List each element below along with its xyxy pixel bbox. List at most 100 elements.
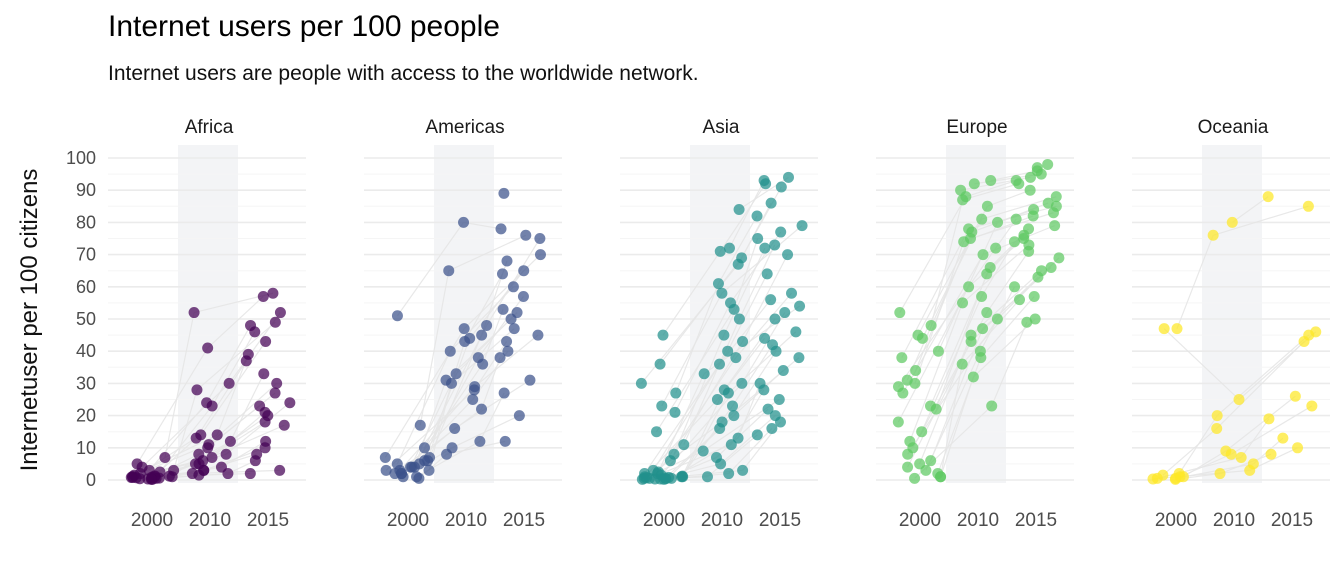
trajectory-line (221, 440, 266, 468)
data-point (762, 403, 774, 415)
data-point (751, 429, 763, 441)
data-point (722, 387, 734, 399)
data-point (1211, 422, 1223, 434)
data-point (1023, 245, 1035, 257)
data-point (967, 371, 979, 383)
trajectory-line (915, 231, 973, 371)
data-point (534, 233, 546, 244)
data-point (769, 239, 781, 251)
data-point (518, 265, 530, 277)
data-point (1207, 229, 1219, 241)
trajectory-line (1163, 328, 1240, 400)
data-point (786, 287, 798, 299)
data-point (449, 422, 461, 434)
data-point (476, 329, 488, 341)
data-point (775, 181, 787, 193)
data-point (220, 448, 232, 460)
data-point (991, 313, 1003, 325)
x-tick-label: 2010 (957, 510, 999, 531)
data-point (635, 377, 647, 389)
data-point (206, 451, 218, 463)
data-point (505, 313, 517, 325)
data-point (925, 319, 937, 331)
trajectory-line (1225, 395, 1296, 452)
data-point (468, 384, 480, 396)
data-point (244, 468, 256, 480)
trajectory-line (662, 251, 721, 336)
facet-label-americas: Americas (425, 117, 504, 138)
data-point (968, 178, 980, 190)
data-point (669, 406, 681, 418)
data-point (1035, 168, 1047, 180)
data-point (501, 336, 513, 348)
trajectory-line (674, 302, 732, 413)
data-point (732, 258, 744, 270)
data-point (986, 400, 998, 412)
trajectory-line (723, 318, 776, 391)
data-point (892, 416, 904, 428)
trajectory-line (195, 360, 247, 439)
data-point (271, 377, 283, 389)
trajectory-line (987, 189, 1031, 207)
data-point (193, 458, 205, 470)
trajectory-line (200, 341, 267, 436)
data-point (1158, 323, 1170, 335)
trajectory-line (211, 411, 266, 458)
data-point (910, 365, 922, 377)
trajectory-line (1152, 469, 1250, 480)
data-point (722, 345, 734, 357)
trajectory-line (1219, 453, 1272, 475)
data-point (380, 464, 392, 476)
data-point (909, 377, 921, 389)
data-point (759, 242, 771, 254)
y-tick-label: 70 (76, 245, 96, 265)
x-tick-label: 2010 (701, 510, 743, 531)
trajectory-line (1240, 418, 1270, 458)
data-point (269, 316, 281, 328)
trajectory-line (673, 334, 725, 455)
data-point (701, 471, 713, 483)
data-point (678, 439, 690, 451)
data-point (981, 268, 993, 280)
trajectory-line (720, 415, 776, 465)
trajectory-line (719, 183, 767, 252)
data-point (1042, 158, 1054, 170)
data-point (481, 319, 493, 331)
data-point (794, 300, 806, 312)
data-point (793, 352, 805, 364)
data-point (728, 303, 740, 315)
trajectory-line (455, 312, 518, 375)
y-tick-label: 90 (76, 180, 96, 200)
data-point (145, 473, 157, 485)
data-point (712, 278, 724, 290)
trajectory-line (454, 379, 531, 429)
x-tick-label: 2010 (445, 510, 487, 531)
facet-label-asia: Asia (703, 117, 740, 138)
trajectory-line (741, 312, 786, 384)
trajectory-line (716, 408, 769, 458)
trajectory-line (733, 238, 759, 310)
y-tick-label: 40 (76, 341, 96, 361)
data-point (897, 387, 909, 399)
data-point (379, 451, 391, 463)
data-point (736, 377, 748, 389)
trajectory-line (211, 331, 256, 407)
trajectory-line (929, 267, 991, 407)
data-point (774, 416, 786, 428)
trajectory-line (1183, 450, 1227, 478)
y-tick-label: 60 (76, 277, 96, 297)
data-point (507, 281, 519, 293)
trajectory-line (735, 292, 792, 359)
data-point (658, 473, 670, 485)
data-point (730, 352, 742, 364)
trajectory-line (656, 309, 735, 433)
trajectory-line (1178, 415, 1218, 474)
y-tick-label: 20 (76, 406, 96, 426)
data-point (1029, 313, 1041, 325)
data-point (274, 307, 286, 319)
data-point (664, 455, 676, 467)
data-point (1235, 451, 1247, 463)
data-point (676, 470, 688, 482)
trajectory-line (225, 402, 291, 455)
